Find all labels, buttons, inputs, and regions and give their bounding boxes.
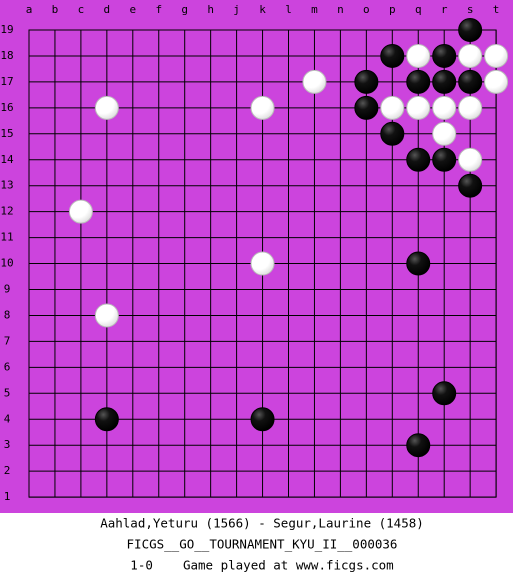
white-stone (406, 95, 431, 120)
black-stone (250, 407, 275, 432)
row-label: 1 (4, 490, 11, 503)
players: Aahlad,Yeturu (1566) - Segur,Laurine (14… (100, 516, 424, 531)
result: 1-0 Game played at www.ficgs.com (130, 558, 393, 573)
row-label: 4 (4, 412, 11, 425)
black-stone (406, 251, 431, 276)
column-label: o (363, 3, 370, 16)
row-label: 18 (0, 49, 13, 62)
black-stone (380, 43, 405, 68)
white-stone (432, 95, 457, 120)
column-label: n (337, 3, 344, 16)
row-label: 10 (0, 257, 13, 270)
column-label: r (441, 3, 448, 16)
white-stone (406, 43, 431, 68)
row-label: 19 (0, 23, 13, 36)
column-label: a (26, 3, 33, 16)
black-stone (94, 407, 119, 432)
column-label: q (415, 3, 422, 16)
column-label: f (155, 3, 162, 16)
white-stone (458, 147, 483, 172)
white-stone (302, 69, 327, 94)
white-stone (68, 199, 93, 224)
row-label: 16 (0, 101, 13, 114)
column-label: c (78, 3, 85, 16)
black-stone (458, 173, 483, 198)
black-stone (354, 69, 379, 94)
column-label: t (493, 3, 500, 16)
black-stone (354, 95, 379, 120)
white-stone (432, 121, 457, 146)
white-stone (484, 69, 509, 94)
column-label: p (389, 3, 396, 16)
white-stone (250, 95, 275, 120)
column-label: l (285, 3, 292, 16)
row-label: 12 (0, 205, 13, 218)
row-label: 14 (0, 153, 14, 166)
black-stone (432, 43, 457, 68)
white-stone (458, 95, 483, 120)
black-stone (432, 381, 457, 406)
row-label: 9 (4, 283, 11, 296)
column-label: k (259, 3, 266, 16)
column-label: e (129, 3, 136, 16)
black-stone (380, 121, 405, 146)
row-label: 8 (4, 308, 11, 321)
column-label: s (467, 3, 474, 16)
white-stone (484, 43, 509, 68)
row-label: 3 (4, 438, 11, 451)
column-label: h (207, 3, 214, 16)
row-label: 7 (4, 334, 11, 347)
row-label: 15 (0, 127, 13, 140)
black-stone (406, 69, 431, 94)
black-stone (406, 433, 431, 458)
row-label: 17 (0, 75, 13, 88)
black-stone (458, 18, 483, 42)
white-stone (458, 43, 483, 68)
column-label: g (181, 3, 188, 16)
black-stone (406, 147, 431, 172)
column-label: d (104, 3, 111, 16)
white-stone (94, 95, 119, 120)
event: FICGS__GO__TOURNAMENT_KYU_II__000036 (127, 537, 398, 552)
column-label: j (233, 3, 240, 16)
column-label: b (52, 3, 59, 16)
white-stone (250, 251, 275, 276)
row-label: 13 (0, 179, 13, 192)
black-stone (458, 69, 483, 94)
row-label: 6 (4, 360, 11, 373)
black-stone (432, 147, 457, 172)
black-stone (432, 69, 457, 94)
row-label: 5 (4, 386, 11, 399)
row-label: 2 (4, 464, 11, 477)
white-stone (380, 95, 405, 120)
white-stone (94, 303, 119, 328)
row-label: 11 (0, 231, 13, 244)
column-label: m (311, 3, 318, 16)
